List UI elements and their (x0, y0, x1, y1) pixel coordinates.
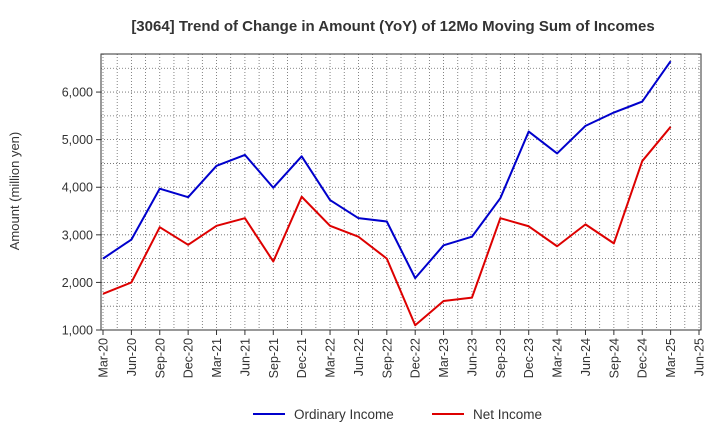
y-tick-label: 2,000 (62, 276, 93, 290)
x-tick-label: Jun-24 (579, 338, 593, 376)
x-tick-label: Mar-25 (664, 338, 678, 378)
x-tick-label: Mar-23 (437, 338, 451, 378)
grid (101, 54, 701, 331)
x-tick-label: Jun-23 (465, 338, 479, 376)
x-tick-label: Sep-23 (494, 338, 508, 378)
chart-title: [3064] Trend of Change in Amount (YoY) o… (131, 18, 654, 35)
x-tick-label: Jun-25 (693, 338, 707, 376)
x-tick-label: Dec-20 (182, 338, 196, 378)
series-line-ordinary-income (102, 60, 672, 280)
x-tick-label: Jun-22 (352, 338, 366, 376)
legend-ordinary-income-label: Ordinary Income (294, 407, 394, 422)
series-line-net-income (102, 126, 672, 327)
y-tick-label: 1,000 (62, 324, 93, 338)
x-tick-label: Dec-23 (522, 338, 536, 378)
x-tick-label: Sep-22 (380, 338, 394, 378)
x-tick-label: Dec-21 (295, 338, 309, 378)
series-lines (102, 60, 672, 327)
y-tick-label: 6,000 (62, 86, 93, 100)
x-tick-label: Jun-21 (238, 338, 252, 376)
x-tick-label: Sep-21 (267, 338, 281, 378)
x-tick-label: Mar-22 (324, 338, 338, 378)
y-axis-label: Amount (million yen) (7, 132, 22, 251)
x-tick-label: Dec-24 (636, 338, 650, 378)
x-tick-label: Dec-22 (409, 338, 423, 378)
y-axis: 1,000 2,000 3,000 4,000 5,000 6,000 (62, 86, 101, 338)
legend-net-income-label: Net Income (473, 407, 542, 422)
y-tick-label: 3,000 (62, 228, 93, 242)
plot-area (100, 53, 702, 331)
x-tick-label: Jun-20 (125, 338, 139, 376)
x-tick-label: Sep-24 (607, 338, 621, 378)
x-tick-label: Mar-20 (97, 338, 111, 378)
y-tick-label: 4,000 (62, 181, 93, 195)
y-tick-label: 5,000 (62, 133, 93, 147)
x-tick-label: Mar-24 (551, 338, 565, 378)
x-tick-label: Sep-20 (153, 338, 167, 378)
x-tick-label: Mar-21 (210, 338, 224, 378)
legend: Ordinary Income Net Income (253, 407, 542, 422)
x-axis: Mar-20 Jun-20 Sep-20 Dec-20 Mar-21 Jun-21 Sep-… (97, 330, 707, 378)
